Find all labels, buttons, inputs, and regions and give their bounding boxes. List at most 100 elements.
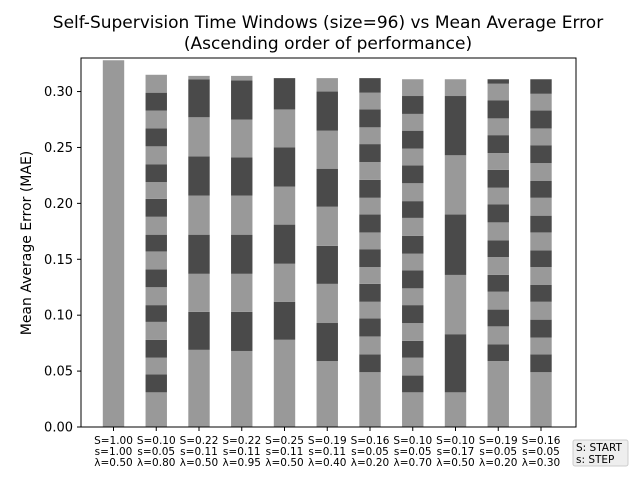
x-tick-label: S=0.10 — [137, 435, 176, 447]
bar-segment — [359, 179, 381, 198]
bar-segment — [188, 75, 210, 80]
bar-segment — [145, 287, 167, 306]
bar-segment — [145, 321, 167, 340]
bar-segment — [402, 183, 424, 202]
x-tick-label: S=0.19 — [308, 435, 347, 447]
bar-segment — [487, 361, 509, 427]
bar-segment — [273, 224, 296, 264]
bar-segment — [487, 240, 509, 258]
bar-segment — [145, 357, 167, 375]
x-tick-label: λ=0.20 — [479, 457, 517, 469]
bar-segment — [145, 74, 167, 93]
bar-segment — [359, 354, 381, 373]
bar-segment — [487, 100, 509, 119]
bar-segment — [530, 145, 552, 164]
y-tick-label: 0.20 — [44, 197, 73, 212]
bar-segment — [487, 326, 509, 345]
bar-segment — [444, 392, 467, 427]
bar-segment — [402, 392, 424, 427]
bar-segment — [530, 128, 552, 146]
bar-segment — [402, 79, 424, 97]
x-tick-label: λ=0.70 — [394, 457, 432, 469]
bar-segment — [402, 305, 424, 324]
bar-segment — [231, 80, 253, 120]
bar-segment — [188, 156, 210, 196]
bar-segment — [145, 305, 167, 322]
bar-segment — [102, 60, 125, 428]
bar-segment — [444, 96, 467, 156]
x-tick-label: λ=0.80 — [137, 457, 175, 469]
plot-frame — [80, 57, 577, 428]
bar-segment — [359, 249, 381, 268]
bar-segment — [359, 232, 381, 250]
bar-segment — [273, 339, 296, 427]
bar-segment — [402, 340, 424, 358]
legend-box — [572, 439, 629, 467]
x-tick-label: λ=0.50 — [180, 457, 218, 469]
bar-segment — [316, 91, 338, 131]
x-tick-label: s=0.11 — [223, 446, 261, 458]
x-tick-label: s=0.11 — [266, 446, 304, 458]
y-tick-label: 0.10 — [44, 309, 73, 324]
bar-segment — [359, 318, 381, 337]
bar-segment — [145, 339, 167, 358]
bar-segment — [402, 165, 424, 184]
bar-segment — [402, 375, 424, 393]
bar-segment — [316, 323, 338, 362]
bar-segment — [359, 144, 381, 162]
bar-segment — [402, 357, 424, 376]
x-tick-label: S=0.16 — [522, 435, 561, 447]
bar-segment — [530, 215, 552, 233]
x-tick-label: s=0.17 — [437, 446, 475, 458]
bar-segment — [145, 216, 167, 235]
bar-segment — [402, 130, 424, 149]
bar-segment — [316, 78, 338, 92]
bar-segment — [444, 155, 467, 215]
x-tick-label: S=0.22 — [222, 435, 261, 447]
bar-segment — [530, 181, 552, 198]
bar-segment — [487, 274, 509, 292]
bar-segment — [402, 96, 424, 114]
y-tick-label: 0.25 — [44, 141, 73, 156]
bar-segment — [530, 79, 552, 94]
bar-segment — [444, 274, 467, 335]
bar-segment — [231, 195, 253, 235]
x-tick-label: s=0.11 — [308, 446, 346, 458]
bar-segment — [530, 267, 552, 285]
bar-segment — [231, 157, 253, 196]
bar-segment — [444, 334, 467, 393]
x-tick-label: s=0.11 — [180, 446, 218, 458]
bar-segment — [444, 214, 467, 275]
bar-segment — [145, 269, 167, 288]
bar-segment — [402, 288, 424, 306]
bar-segment — [487, 291, 509, 310]
bar-segment — [487, 153, 509, 170]
bar-segment — [359, 336, 381, 355]
bar-segment — [316, 245, 338, 284]
bar-segment — [530, 163, 552, 181]
bar-segment — [487, 222, 509, 241]
bar-segment — [402, 113, 424, 131]
bar-segment — [487, 169, 509, 188]
bar-segment — [402, 253, 424, 271]
x-tick-label: λ=0.20 — [351, 457, 389, 469]
y-tick-label: 0.00 — [44, 421, 73, 436]
y-axis: 0.00 0.05 0.10 0.15 0.20 0.25 0.30 — [44, 85, 81, 436]
bar-segment — [188, 311, 210, 350]
bar-segment — [530, 93, 552, 111]
bar-segment — [359, 127, 381, 145]
bar-segment — [145, 374, 167, 393]
bar-segment — [402, 235, 424, 254]
bar-segment — [188, 234, 210, 274]
x-tick-label: s=0.05 — [351, 446, 389, 458]
x-tick-label: S=0.22 — [180, 435, 219, 447]
bar-segment — [530, 354, 552, 373]
bar-segment — [402, 201, 424, 218]
x-tick-label: s=1.00 — [95, 446, 133, 458]
bar-segment — [487, 187, 509, 205]
bar-segment — [188, 117, 210, 157]
x-tick-label: S=0.10 — [436, 435, 475, 447]
legend-entry-step: s: STEP — [576, 454, 614, 466]
bar-segment — [444, 79, 467, 97]
bar-segment — [188, 195, 210, 235]
